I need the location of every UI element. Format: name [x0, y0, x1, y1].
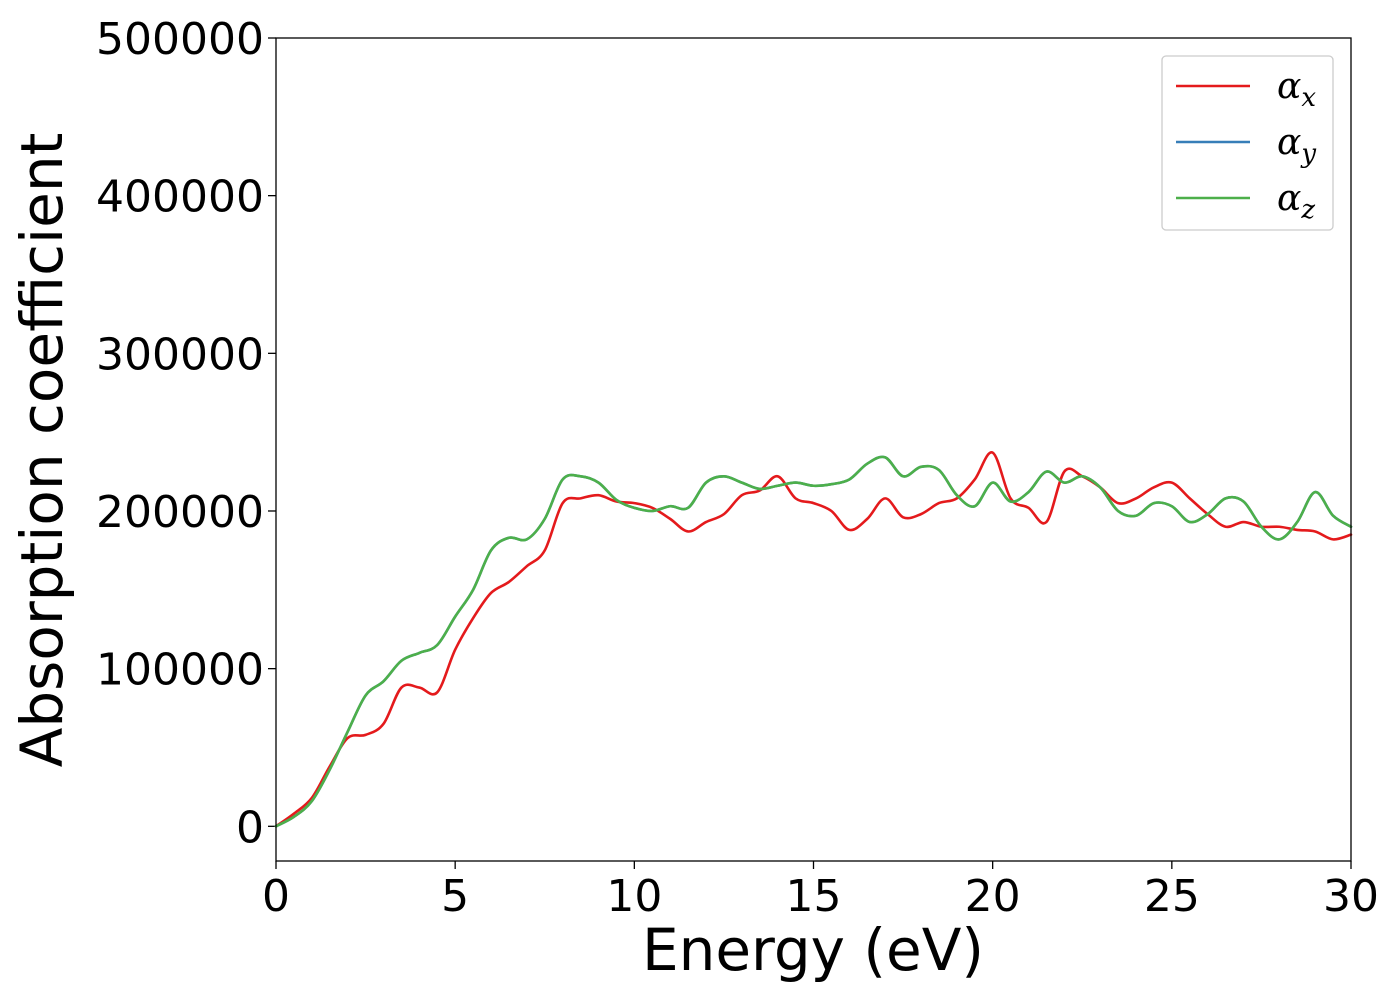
y-tick-label: 0	[236, 802, 264, 853]
legend-label-y: αy	[1277, 122, 1316, 169]
legend-subscript: z	[1300, 195, 1315, 225]
legend-subscript: y	[1300, 139, 1316, 169]
x-axis-ticks: 0 5 10 15 20 25 30	[262, 861, 1379, 922]
plot-lines	[274, 451, 1353, 828]
x-tick-label: 10	[606, 871, 662, 922]
x-tick-label: 0	[262, 871, 290, 922]
y-tick-label: 200000	[96, 487, 264, 538]
legend-subscript: x	[1301, 83, 1316, 113]
y-tick-label: 100000	[96, 645, 264, 696]
x-axis-label: Energy (eV)	[642, 916, 984, 984]
legend-label-x: αx	[1277, 66, 1316, 113]
legend-label-z: αz	[1277, 178, 1315, 225]
legend-symbol: α	[1277, 178, 1301, 219]
y-axis-label: Absorption coefficient	[8, 133, 76, 768]
series-line-x	[274, 451, 1353, 828]
x-tick-label: 30	[1323, 871, 1379, 922]
series-line-z	[274, 455, 1353, 828]
legend-symbol: α	[1277, 66, 1301, 107]
legend-symbol: α	[1277, 122, 1301, 163]
y-tick-label: 500000	[96, 14, 264, 65]
x-tick-label: 20	[965, 871, 1021, 922]
plot-frame	[275, 37, 1352, 862]
x-tick-label: 5	[441, 871, 469, 922]
x-tick-label: 15	[786, 871, 842, 922]
y-tick-label: 400000	[96, 172, 264, 223]
y-axis-ticks: 0 100000 200000 300000 400000 500000	[96, 14, 276, 853]
x-tick-label: 25	[1144, 871, 1200, 922]
y-tick-label: 300000	[96, 329, 264, 380]
